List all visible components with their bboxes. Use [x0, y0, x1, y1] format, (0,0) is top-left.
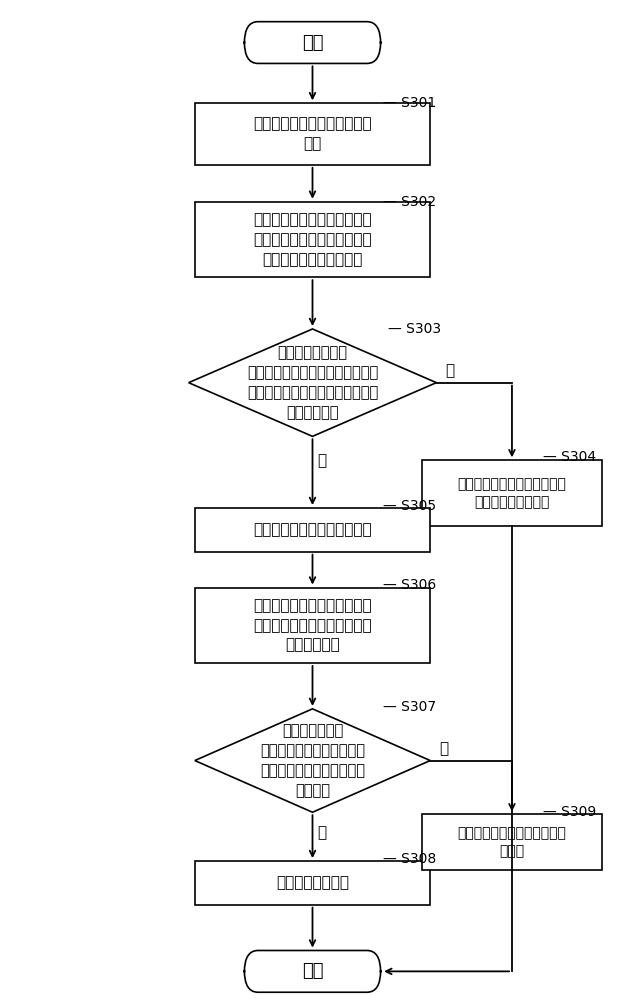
Text: 否: 否	[446, 363, 455, 378]
Text: 判断加工控制指令
中的加工流程信息与半导体装载盒
存储的加工控制信息中的加工流程
信息是否一致: 判断加工控制指令 中的加工流程信息与半导体装载盒 存储的加工控制信息中的加工流程…	[247, 345, 378, 420]
Text: — S307: — S307	[383, 700, 436, 714]
Text: 是: 是	[318, 826, 327, 841]
FancyBboxPatch shape	[195, 202, 430, 277]
FancyBboxPatch shape	[422, 460, 602, 526]
FancyBboxPatch shape	[195, 508, 430, 552]
Text: 将所述加工控制指令与半导体
装载盒存储的加工控制信息中
的加工流程信息进行对比: 将所述加工控制指令与半导体 装载盒存储的加工控制信息中 的加工流程信息进行对比	[253, 212, 372, 267]
Text: 对比半导体装载
盒存储的加工控制信息是否
与加工控制指令的加工控制
信息一致: 对比半导体装载 盒存储的加工控制信息是否 与加工控制指令的加工控制 信息一致	[260, 723, 365, 798]
Text: 开始: 开始	[302, 34, 323, 52]
Polygon shape	[195, 709, 430, 812]
FancyBboxPatch shape	[422, 814, 602, 870]
Text: — S308: — S308	[383, 852, 436, 866]
Polygon shape	[189, 329, 436, 436]
Text: 向半导体装载盒发出加工控制
指令: 向半导体装载盒发出加工控制 指令	[253, 117, 372, 151]
Text: 半导体装载盒发出警示信息，
并终止执行加工操作: 半导体装载盒发出警示信息， 并终止执行加工操作	[458, 477, 566, 509]
FancyBboxPatch shape	[195, 103, 430, 165]
Text: 加工设备终止加工，并发出警
示信息: 加工设备终止加工，并发出警 示信息	[458, 826, 566, 858]
FancyBboxPatch shape	[195, 861, 430, 905]
Text: — S304: — S304	[543, 450, 596, 464]
Text: — S303: — S303	[388, 322, 441, 336]
Text: — S306: — S306	[383, 578, 436, 592]
Text: 结束: 结束	[302, 962, 323, 980]
FancyBboxPatch shape	[244, 22, 381, 63]
Text: — S309: — S309	[543, 805, 596, 819]
Text: 是: 是	[318, 453, 327, 468]
Text: — S302: — S302	[383, 195, 436, 209]
Text: 否: 否	[439, 741, 449, 756]
Text: 加工设备根据加工控制指令，
检测相应半导体装载盒存储的
加工控制信息: 加工设备根据加工控制指令， 检测相应半导体装载盒存储的 加工控制信息	[253, 598, 372, 653]
Text: 向加工设备发出加工控制指令: 向加工设备发出加工控制指令	[253, 522, 372, 537]
Text: — S305: — S305	[383, 499, 436, 513]
Text: — S301: — S301	[383, 96, 436, 110]
FancyBboxPatch shape	[195, 588, 430, 663]
Text: 加工设备执行加工: 加工设备执行加工	[276, 875, 349, 890]
FancyBboxPatch shape	[244, 950, 381, 992]
